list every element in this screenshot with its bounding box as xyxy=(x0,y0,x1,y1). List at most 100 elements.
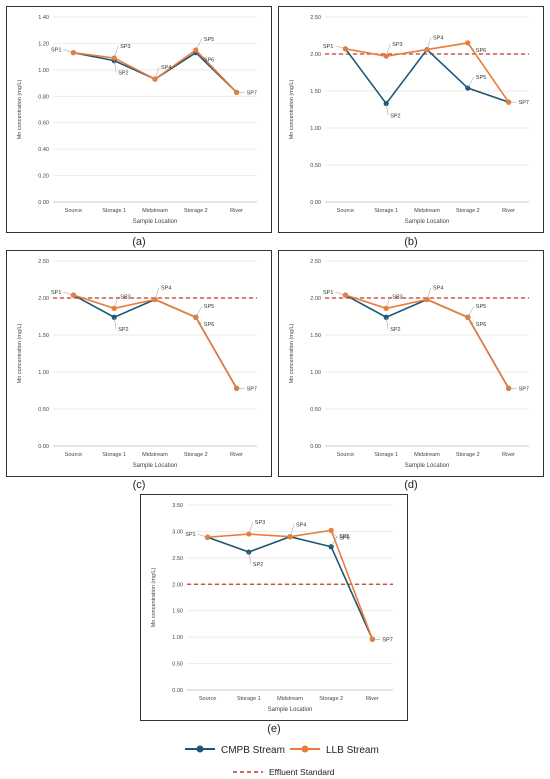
annotation-label: SP7 xyxy=(382,637,392,643)
data-point xyxy=(70,50,76,56)
x-axis-label: Sample Location xyxy=(405,463,450,469)
x-tick-label: River xyxy=(366,696,379,702)
annotation-leader xyxy=(154,287,160,300)
annotation-leader xyxy=(385,44,391,57)
annotation-label: SP6 xyxy=(476,322,486,328)
annotation-label: SP2 xyxy=(390,327,400,333)
y-tick-label: 2.50 xyxy=(310,15,321,21)
caption-c: (c) xyxy=(132,479,146,491)
y-tick-label: 1.00 xyxy=(310,370,321,376)
annotation-leader xyxy=(335,45,346,50)
annotation-leader xyxy=(248,521,254,535)
y-tick-label: 1.00 xyxy=(38,370,49,376)
y-tick-label: 0.80 xyxy=(38,94,49,100)
annotation-label: SP3 xyxy=(255,520,265,526)
x-tick-label: River xyxy=(502,452,515,458)
x-tick-label: River xyxy=(502,208,515,214)
y-tick-label: 3.00 xyxy=(172,529,183,535)
y-tick-label: 0.60 xyxy=(38,121,49,127)
chart-svg: 0.00 0.50 1.00 1.50 2.00 2.50 Source Storage 1 M… xyxy=(289,259,529,469)
chart-svg: 0.00 0.50 1.00 1.50 2.00 2.50 Source Storage 1 M… xyxy=(17,259,257,469)
data-point xyxy=(111,314,117,320)
y-tick-label: 1.40 xyxy=(38,15,49,21)
annotation-leader xyxy=(467,317,474,325)
y-tick-label: 2.00 xyxy=(172,582,183,588)
annotation-label: SP4 xyxy=(433,285,443,291)
x-axis-label: Sample Location xyxy=(405,219,450,225)
annotation-leader xyxy=(113,317,117,330)
annotation-leader xyxy=(385,317,389,330)
legend-label: LLB Stream xyxy=(326,745,379,756)
annotation-label: SP2 xyxy=(118,327,128,333)
data-point xyxy=(152,296,158,303)
annotation-label: SP1 xyxy=(323,44,333,50)
annotation-leader xyxy=(467,306,475,318)
x-tick-label: Storage 1 xyxy=(102,208,126,214)
y-tick-label: 2.00 xyxy=(310,52,321,58)
annotation-label: SP2 xyxy=(118,71,128,77)
x-axis-label: Sample Location xyxy=(268,707,313,713)
y-tick-label: 0.00 xyxy=(310,444,321,450)
x-tick-label: Storage 2 xyxy=(184,208,208,214)
chart-svg: 0.00 0.20 0.40 0.60 0.80 1.00 1.20 1.40 Source St… xyxy=(17,15,257,225)
legend: CMPB Stream LLB Stream Effluent Standard xyxy=(185,745,379,777)
annotation-leader xyxy=(113,45,119,59)
annotation-label: SP1 xyxy=(51,48,61,54)
annotation-leader xyxy=(63,49,74,53)
y-tick-label: 0.50 xyxy=(310,163,321,169)
y-tick-label: 1.50 xyxy=(310,89,321,95)
y-tick-label: 0.00 xyxy=(38,444,49,450)
y-tick-label: 0.00 xyxy=(38,200,49,206)
y-tick-label: 1.00 xyxy=(310,126,321,132)
x-tick-label: Storage 1 xyxy=(237,696,261,702)
x-tick-label: Source xyxy=(337,452,354,458)
x-tick-label: Storage 2 xyxy=(456,452,480,458)
data-point xyxy=(205,534,211,540)
annotation-label: SP7 xyxy=(247,386,257,392)
annotation-label: SP5 xyxy=(476,75,486,81)
data-point xyxy=(328,544,334,550)
y-tick-label: 2.50 xyxy=(38,259,49,265)
annotation-leader xyxy=(467,42,474,51)
annotation-leader xyxy=(195,317,202,325)
annotation-leader xyxy=(289,524,295,537)
y-tick-label: 0.00 xyxy=(172,688,183,694)
annotation-label: SP5 xyxy=(204,37,214,43)
annotation-leader xyxy=(195,38,203,51)
annotation-label: SP1 xyxy=(51,290,61,296)
y-axis-label: Mn concentration (mg/L) xyxy=(151,568,157,628)
x-tick-label: Source xyxy=(65,452,82,458)
annotation-label: SP2 xyxy=(253,562,263,568)
chart-panel-a: 0.00 0.20 0.40 0.60 0.80 1.00 1.20 1.40 Source St… xyxy=(6,6,272,233)
annotation-label: SP3 xyxy=(120,44,130,50)
annotation-label: SP7 xyxy=(519,100,529,106)
y-tick-label: 0.00 xyxy=(310,200,321,206)
annotation-label: SP3 xyxy=(120,294,130,300)
annotation-leader xyxy=(154,67,160,80)
chart-panel-e: 0.00 0.50 1.00 1.50 2.00 2.50 3.00 3.50 Source St… xyxy=(140,494,408,721)
caption-b: (b) xyxy=(404,236,418,248)
y-tick-label: 0.40 xyxy=(38,147,49,153)
data-point xyxy=(383,314,389,320)
data-point xyxy=(465,85,471,91)
y-tick-label: 0.50 xyxy=(172,662,183,668)
y-tick-label: 1.50 xyxy=(172,609,183,615)
annotation-leader xyxy=(195,306,203,318)
x-axis-label: Sample Location xyxy=(133,463,178,469)
annotation-leader xyxy=(195,52,202,60)
annotation-label: SP1 xyxy=(185,532,195,538)
x-tick-label: Storage 1 xyxy=(374,208,398,214)
legend-swatch-marker xyxy=(196,745,204,753)
annotation-leader xyxy=(335,291,346,296)
annotation-label: SP5 xyxy=(339,534,349,540)
annotation-leader xyxy=(63,291,74,296)
y-tick-label: 0.20 xyxy=(38,174,49,180)
annotation-leader xyxy=(426,37,432,50)
data-point xyxy=(193,47,199,53)
series-line-llb xyxy=(73,48,238,93)
annotation-label: SP3 xyxy=(392,294,402,300)
data-point xyxy=(424,296,430,303)
legend-swatch-marker xyxy=(301,745,309,753)
annotation-label: SP6 xyxy=(339,535,349,541)
annotation-leader xyxy=(467,76,475,89)
